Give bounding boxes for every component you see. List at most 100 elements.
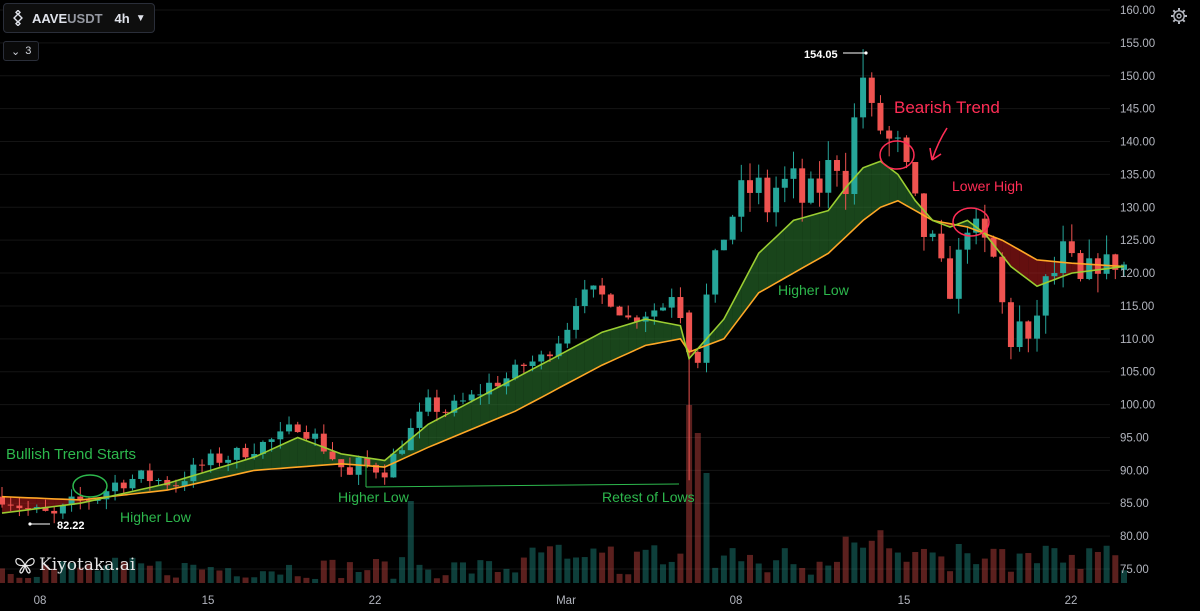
- annotation-bullish-trend-starts: Bullish Trend Starts: [6, 446, 136, 463]
- candle-body: [77, 496, 84, 500]
- candle-body: [668, 297, 675, 308]
- candle-body: [1060, 241, 1067, 274]
- volume-bar: [425, 569, 432, 583]
- volume-bar: [573, 557, 580, 583]
- volume-bar: [42, 565, 49, 583]
- ribbon-segment: [889, 167, 898, 205]
- candle-body: [607, 294, 614, 307]
- price-tick-label: 135.00: [1120, 169, 1155, 181]
- volume-bar: [373, 559, 379, 583]
- volume-bar: [1016, 553, 1023, 583]
- volume-bar: [1121, 570, 1127, 583]
- ribbon-segment: [558, 350, 568, 389]
- volume-bar: [729, 548, 736, 583]
- candle-body: [1025, 321, 1032, 339]
- candle-body: [259, 441, 266, 454]
- volume-bar: [816, 561, 823, 583]
- gear-icon[interactable]: [1167, 4, 1191, 28]
- ribbon-segment: [576, 341, 585, 379]
- ribbon-segment: [584, 336, 594, 375]
- time-tick-label: 08: [34, 595, 47, 607]
- volume-bar: [207, 567, 214, 583]
- ribbon-segment: [871, 161, 881, 214]
- ribbon-segment: [784, 220, 794, 278]
- volume-bar: [633, 551, 640, 583]
- candle-body: [251, 453, 258, 458]
- annotation-higher-low: Higher Low: [778, 282, 850, 298]
- price-axis[interactable]: 75.00 80.00 85.00 90.00 95.00 100.00 105.00 110…: [1120, 5, 1155, 576]
- candle-body: [16, 505, 23, 509]
- candle-body: [564, 329, 571, 344]
- volume-bar: [468, 573, 475, 583]
- candle-body: [216, 453, 223, 463]
- candle-body: [364, 457, 371, 465]
- time-tick-label: 22: [369, 595, 382, 607]
- candle-body: [616, 306, 623, 316]
- chevron-down-icon[interactable]: ▼: [135, 12, 146, 24]
- symbol-header[interactable]: AAVEUSDT 4h ▼: [3, 3, 155, 33]
- candle-body: [938, 233, 945, 259]
- volume-bar: [747, 554, 753, 583]
- symbol-name[interactable]: AAVEUSDT: [32, 11, 103, 26]
- candle-body: [1051, 273, 1058, 277]
- ribbon-segment: [793, 217, 803, 274]
- candle-body: [164, 479, 171, 486]
- candle-body: [103, 491, 110, 500]
- volume-bar: [503, 568, 510, 583]
- volume-bar: [781, 548, 788, 583]
- indicators-toggle[interactable]: ⌄ 3: [3, 41, 40, 61]
- ribbon-segment: [715, 319, 724, 343]
- volume-bar: [59, 561, 66, 583]
- ribbon-segment: [732, 286, 742, 328]
- candle-body: [720, 239, 727, 251]
- candle-body: [764, 177, 771, 213]
- candle-body: [373, 464, 379, 473]
- volume-bar: [694, 433, 701, 583]
- candle-body: [1094, 258, 1101, 274]
- candle-body: [677, 297, 684, 319]
- candle-body: [990, 237, 997, 257]
- candle-body: [842, 170, 849, 195]
- time-axis[interactable]: 08 15 22 Mar 08 15 22: [34, 595, 1078, 607]
- volume-bar: [512, 572, 519, 583]
- ribbon-segment: [289, 437, 298, 468]
- candle-body: [486, 382, 493, 395]
- volume-bar: [807, 574, 814, 583]
- ribbon-segment: [1028, 254, 1038, 287]
- volume-bar: [172, 577, 179, 583]
- candle-body: [129, 478, 136, 489]
- ribbon-segment: [462, 401, 472, 433]
- ribbon-segment: [1002, 240, 1011, 267]
- watermark-logo: Kiyotaka.ai: [14, 555, 135, 575]
- volume-bar: [268, 571, 275, 583]
- candle-body: [868, 77, 875, 103]
- volume-bar: [416, 564, 423, 583]
- volume-bar: [607, 546, 614, 583]
- ribbon-segment: [280, 441, 290, 469]
- ribbon-segment: [767, 236, 777, 288]
- volume-bar: [825, 565, 832, 583]
- ribbon-segment: [10, 497, 20, 513]
- volume-bar: [442, 575, 449, 583]
- candle-body: [651, 310, 658, 317]
- volume-bar: [216, 570, 223, 583]
- symbol-base: AAVE: [32, 10, 68, 26]
- volume-bar: [294, 576, 301, 583]
- time-tick-label: 08: [730, 595, 743, 607]
- volume-bar: [1060, 562, 1067, 583]
- ribbon-segment: [610, 326, 620, 362]
- candle-body: [955, 249, 962, 299]
- timeframe-label[interactable]: 4h: [114, 10, 130, 26]
- volume-bar: [494, 572, 501, 583]
- volume-bar: [520, 557, 527, 583]
- butterfly-icon: [15, 558, 35, 574]
- ribbon-segment: [497, 382, 507, 419]
- ribbon-segment: [523, 369, 533, 407]
- candle-body: [494, 382, 501, 387]
- candle-body: [773, 187, 780, 213]
- ribbon-segment: [628, 321, 637, 354]
- volume-bar: [112, 557, 119, 583]
- volume-bar: [0, 568, 5, 583]
- volume-bar: [1068, 554, 1075, 583]
